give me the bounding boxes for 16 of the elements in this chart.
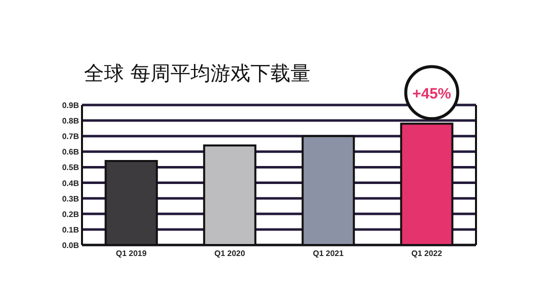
y-tick-label: 0.0B — [62, 241, 80, 250]
y-tick-label: 0.7B — [62, 132, 80, 142]
y-tick-label: 0.3B — [62, 194, 80, 204]
annotation: +45% — [412, 86, 452, 103]
x-tick-label: Q1 2020 — [214, 249, 246, 258]
x-tick-label: Q1 2022 — [411, 249, 443, 258]
x-tick-label: Q1 2021 — [312, 249, 344, 258]
x-tick-label: Q1 2019 — [116, 249, 148, 258]
y-tick-label: 0.5B — [62, 163, 80, 172]
chart-title: 全球 每周平均游戏下载量 — [84, 61, 310, 85]
y-tick-label: 0.1B — [62, 225, 80, 234]
y-tick-label: 0.6B — [62, 148, 80, 157]
y-tick-label: 0.2B — [62, 210, 80, 219]
y-tick-label: 0.9B — [62, 101, 80, 110]
y-tick-label: 0.8B — [62, 116, 80, 126]
y-tick-label: 0.4B — [62, 178, 80, 188]
